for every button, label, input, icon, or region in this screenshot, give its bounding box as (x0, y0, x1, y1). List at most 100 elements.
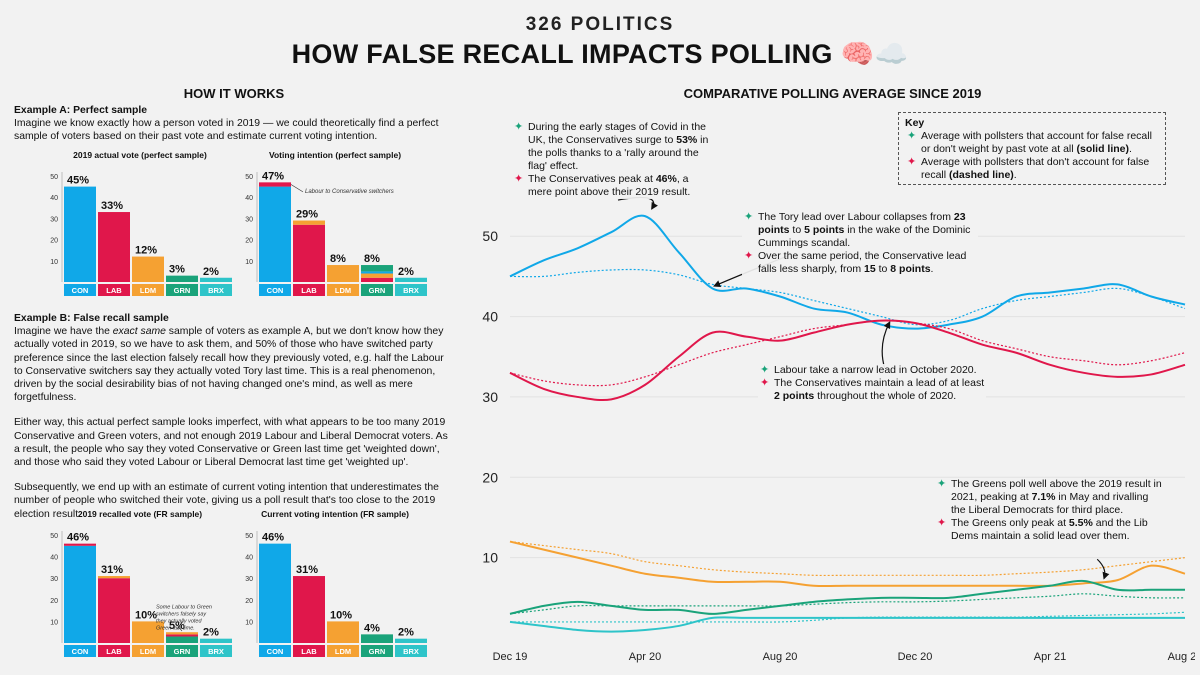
bar-segment (327, 621, 359, 643)
category-tag (327, 645, 359, 657)
annotation-text: in the wake of the Dominic Cummings scan… (758, 224, 971, 249)
series-line-lab-dashed (509, 319, 1186, 387)
example-a-heading: Example A: Perfect sample (14, 105, 148, 116)
how-it-works-title: HOW IT WORKS (183, 86, 285, 101)
series-line-brx-solid (509, 616, 1185, 633)
category-label: LAB (106, 647, 122, 656)
category-tag (259, 645, 291, 657)
y-tick-label: 30 (482, 389, 498, 405)
example-a-block: Example A: Perfect sample Imagine we kno… (14, 104, 454, 144)
annotation-cummings: ✦ The Tory lead over Labour collapses fro… (742, 211, 978, 276)
annotation-text: . (930, 263, 934, 275)
example-b-text-part: sample of voters as example A, but we do… (14, 326, 444, 404)
y-tick-label: 50 (50, 533, 58, 540)
bar-segment (361, 634, 393, 643)
polling-average-title: COMPARATIVE POLLING AVERAGE SINCE 2019 (683, 86, 982, 101)
category-label: LAB (301, 286, 317, 295)
annotation-arrow (617, 196, 658, 210)
red-star-icon: ✦ (937, 517, 947, 529)
bar-segment (64, 545, 96, 643)
key-text: . (1013, 169, 1017, 181)
category-label: CON (72, 647, 89, 656)
x-tick-label: Aug 20 (763, 651, 798, 663)
y-tick-label: 20 (245, 598, 253, 605)
bar-segment (361, 277, 393, 282)
red-star-icon: ✦ (760, 377, 770, 389)
data-label: 3% (169, 264, 185, 276)
green-star-icon: ✦ (744, 211, 754, 223)
category-tag (395, 645, 427, 657)
data-label: 33% (101, 200, 123, 212)
y-tick-label: 50 (482, 228, 498, 244)
red-star-icon: ✦ (514, 173, 524, 185)
y-tick-label: 20 (245, 238, 253, 245)
category-label: BRX (403, 647, 419, 656)
y-tick-label: 10 (245, 619, 253, 626)
bar-segment (259, 182, 291, 187)
annotation-leader (175, 623, 183, 632)
series-line-con-dashed (509, 268, 1186, 326)
series-line-ldm-dashed (509, 540, 1186, 577)
category-label: BRX (208, 647, 224, 656)
y-tick-label: 10 (50, 259, 58, 266)
category-label: CON (267, 286, 284, 295)
annotation-text: The Conservatives maintain a lead of at … (774, 377, 985, 389)
example-b-text: Imagine we have the exact same sample of… (14, 325, 454, 404)
category-tag (166, 284, 198, 296)
annotation-text: Over the same period, the Conservative l… (758, 250, 967, 275)
page-title: HOW FALSE RECALL IMPACTS POLLING 🧠☁️ (291, 39, 909, 69)
example-b-heading: Example B: False recall sample (14, 313, 169, 324)
bar-segment (361, 271, 393, 274)
data-label: 4% (364, 622, 380, 634)
category-tag (259, 284, 291, 296)
bar-segment (361, 265, 393, 272)
annotation-row: ✦ The Conservatives maintain a lead of at… (758, 377, 986, 403)
series-line-grn-dashed (509, 593, 1186, 615)
category-tag (132, 645, 164, 657)
data-label: 10% (135, 609, 157, 621)
category-tag (200, 645, 232, 657)
category-label: LDM (335, 286, 351, 295)
annotation-text: Green last time. (156, 625, 195, 631)
category-tag (98, 284, 130, 296)
key-text: . (1129, 143, 1132, 155)
y-tick-label: 40 (50, 555, 58, 562)
annotation-text-bold: 15 (864, 263, 876, 275)
data-label: 31% (101, 564, 123, 576)
bar-segment (132, 621, 164, 643)
green-star-icon: ✦ (937, 478, 947, 490)
category-tag (327, 284, 359, 296)
annotation-text-bold: 23 points (758, 211, 966, 236)
category-label: GRN (369, 286, 386, 295)
data-label: 8% (330, 253, 346, 265)
annotation-labour-lead: ✦ Labour take a narrow lead in October 20… (758, 364, 986, 403)
bar-segment (395, 277, 427, 282)
annotation-row: ✦ During the early stages of Covid in the… (512, 121, 712, 173)
x-tick-label: Aug 21 (1168, 651, 1195, 663)
category-label: CON (72, 286, 89, 295)
annotation-text-bold: 2 points (774, 390, 815, 402)
red-star-icon: ✦ (907, 156, 917, 168)
y-tick-label: 30 (245, 216, 253, 223)
y-tick-label: 40 (50, 195, 58, 202)
category-tag (395, 284, 427, 296)
chart-title: Current voting intention (FR sample) (261, 509, 409, 519)
chart-title: Voting intention (perfect sample) (268, 150, 402, 160)
annotation-text: Labour to Conservative switchers (305, 189, 394, 195)
y-tick-label: 40 (245, 555, 253, 562)
annotation-text: The Conservatives peak at (528, 173, 656, 185)
example-b-block: Example B: False recall sample Imagine w… (14, 312, 454, 521)
y-tick-label: 10 (245, 259, 253, 266)
data-label: 2% (398, 627, 414, 639)
category-tag (293, 645, 325, 657)
bar-segment (166, 632, 198, 635)
annotation-row: ✦ Over the same period, the Conservative … (742, 250, 978, 276)
category-label: LDM (140, 647, 156, 656)
chart-title: 2019 recalled vote (FR sample) (77, 509, 203, 519)
category-tag (361, 284, 393, 296)
annotation-arrow (1096, 558, 1110, 580)
y-tick-label: 50 (245, 533, 253, 540)
annotation-leader (290, 184, 304, 193)
bar-segment (200, 638, 232, 643)
bar-segment (166, 634, 198, 637)
